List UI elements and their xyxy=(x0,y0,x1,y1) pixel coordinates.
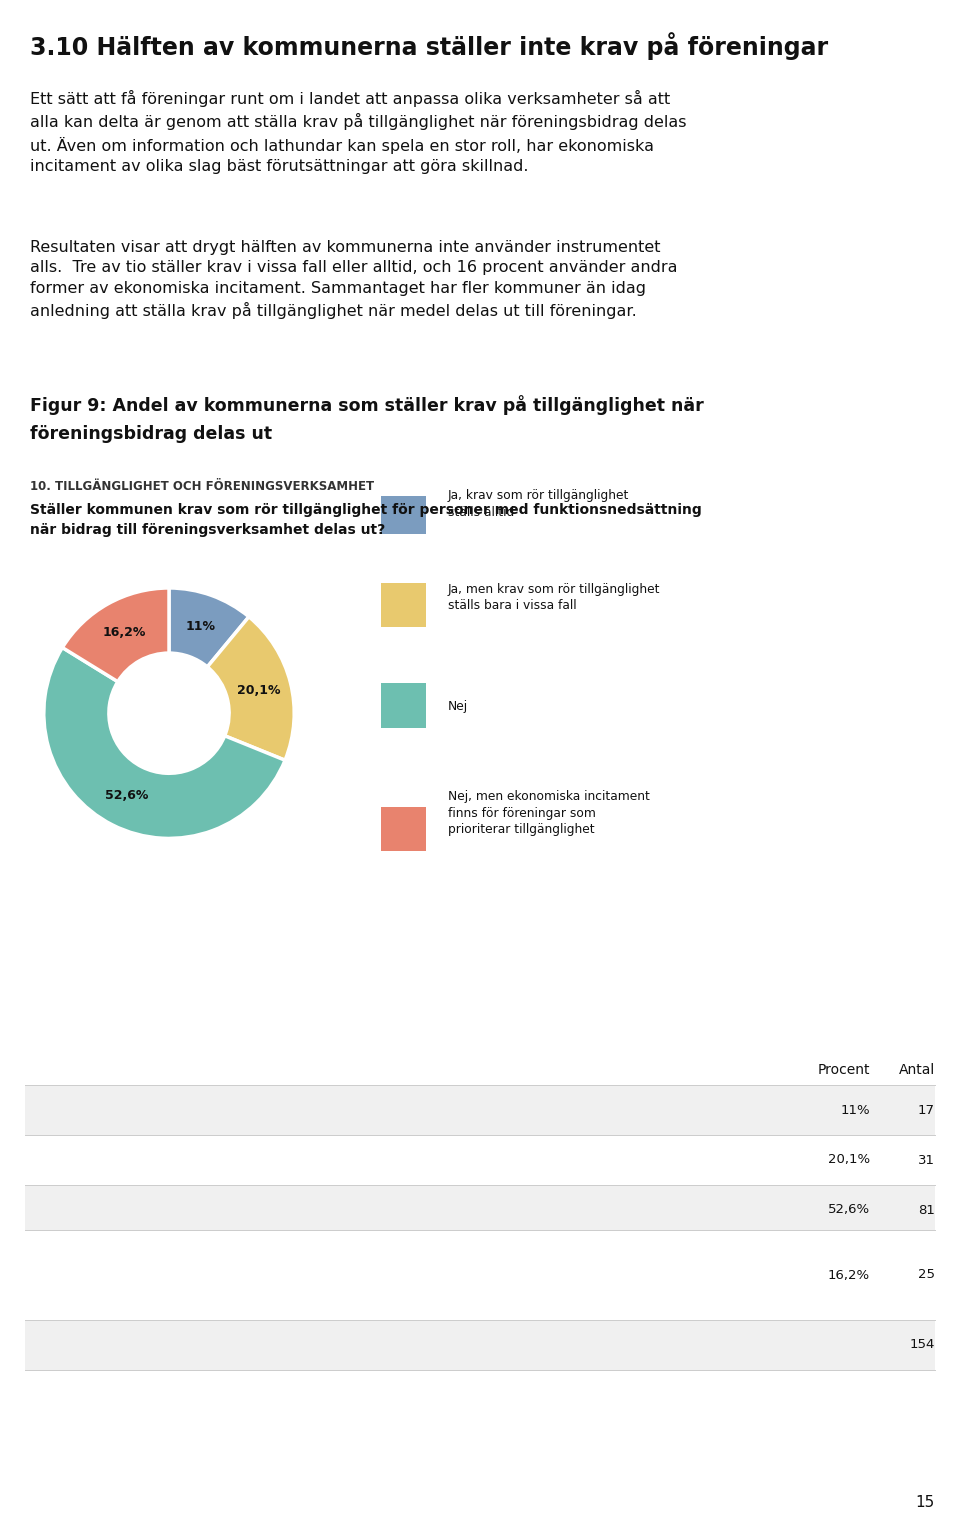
Text: 52,6%: 52,6% xyxy=(828,1203,870,1217)
Text: när bidrag till föreningsverksamhet delas ut?: när bidrag till föreningsverksamhet dela… xyxy=(30,523,385,537)
Text: Ja, krav som rör tillgänglighet
ställs alltid: Ja, krav som rör tillgänglighet ställs a… xyxy=(448,490,630,519)
Text: 16,2%: 16,2% xyxy=(102,625,146,639)
Text: 81: 81 xyxy=(918,1203,935,1217)
Text: Figur 9: Andel av kommunerna som ställer krav på tillgänglighet när: Figur 9: Andel av kommunerna som ställer… xyxy=(30,395,704,415)
Text: Nej, men ekonomiska incitament
finns för föreningar som
prioriterar tillgängligh: Nej, men ekonomiska incitament finns för… xyxy=(448,790,650,836)
Text: Procent: Procent xyxy=(818,1063,870,1077)
Bar xyxy=(381,490,425,534)
Text: 11%: 11% xyxy=(840,1104,870,1116)
Text: 16,2%: 16,2% xyxy=(828,1269,870,1281)
Text: 20,1%: 20,1% xyxy=(828,1153,870,1167)
Text: Ja, men krav som rör tillgänglighet
ställs bara i vissa fall: Ja, men krav som rör tillgänglighet stäl… xyxy=(448,583,660,612)
Text: 11%: 11% xyxy=(185,619,215,633)
Text: 31: 31 xyxy=(918,1153,935,1167)
Text: Ett sätt att få föreningar runt om i landet att anpassa olika verksamheter så at: Ett sätt att få föreningar runt om i lan… xyxy=(30,90,686,174)
Text: Ja, men krav som rör tillgänglighet ställs bara i vissa fall: Ja, men krav som rör tillgänglighet stäl… xyxy=(491,1153,865,1167)
Wedge shape xyxy=(207,616,294,761)
Text: 3.10 Hälften av kommunerna ställer inte krav på föreningar: 3.10 Hälften av kommunerna ställer inte … xyxy=(30,32,828,59)
Text: 20,1%: 20,1% xyxy=(237,685,280,697)
Text: Svarande: Svarande xyxy=(802,1339,865,1351)
Text: 10. TILLGÄNGLIGHET OCH FÖRENINGSVERKSAMHET: 10. TILLGÄNGLIGHET OCH FÖRENINGSVERKSAMH… xyxy=(30,480,374,493)
Text: Ställer kommunen krav som rör tillgänglighet för personer med funktionsnedsättni: Ställer kommunen krav som rör tillgängli… xyxy=(30,503,702,517)
Text: Antal: Antal xyxy=(899,1063,935,1077)
Text: 154: 154 xyxy=(910,1339,935,1351)
Text: 15: 15 xyxy=(916,1494,935,1510)
Bar xyxy=(381,683,425,727)
Text: Nej: Nej xyxy=(843,1203,865,1217)
Text: Nej: Nej xyxy=(448,700,468,714)
Text: Resultaten visar att drygt hälften av kommunerna inte använder instrumentet
alls: Resultaten visar att drygt hälften av ko… xyxy=(30,239,678,319)
Text: 25: 25 xyxy=(918,1269,935,1281)
Text: Ja, krav som rör tillgänglighet ställs alltid: Ja, krav som rör tillgänglighet ställs a… xyxy=(591,1104,865,1116)
Bar xyxy=(381,807,425,851)
Text: 17: 17 xyxy=(918,1104,935,1116)
Wedge shape xyxy=(44,648,285,839)
Text: 52,6%: 52,6% xyxy=(106,790,149,802)
Wedge shape xyxy=(169,589,249,666)
Wedge shape xyxy=(62,589,169,682)
Bar xyxy=(381,583,425,627)
Text: föreningsbidrag delas ut: föreningsbidrag delas ut xyxy=(30,425,272,442)
Text: Nej, men ekonomiska incitament finns för föreningar som prioriterar
tillgängligh: Nej, men ekonomiska incitament finns för… xyxy=(409,1261,865,1289)
